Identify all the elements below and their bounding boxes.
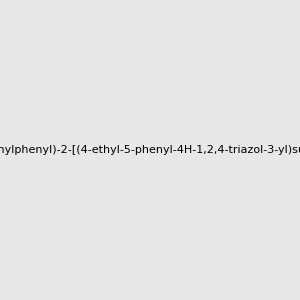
Text: N-(3-chloro-4-methylphenyl)-2-[(4-ethyl-5-phenyl-4H-1,2,4-triazol-3-yl)sulfanyl]: N-(3-chloro-4-methylphenyl)-2-[(4-ethyl-… — [0, 145, 300, 155]
